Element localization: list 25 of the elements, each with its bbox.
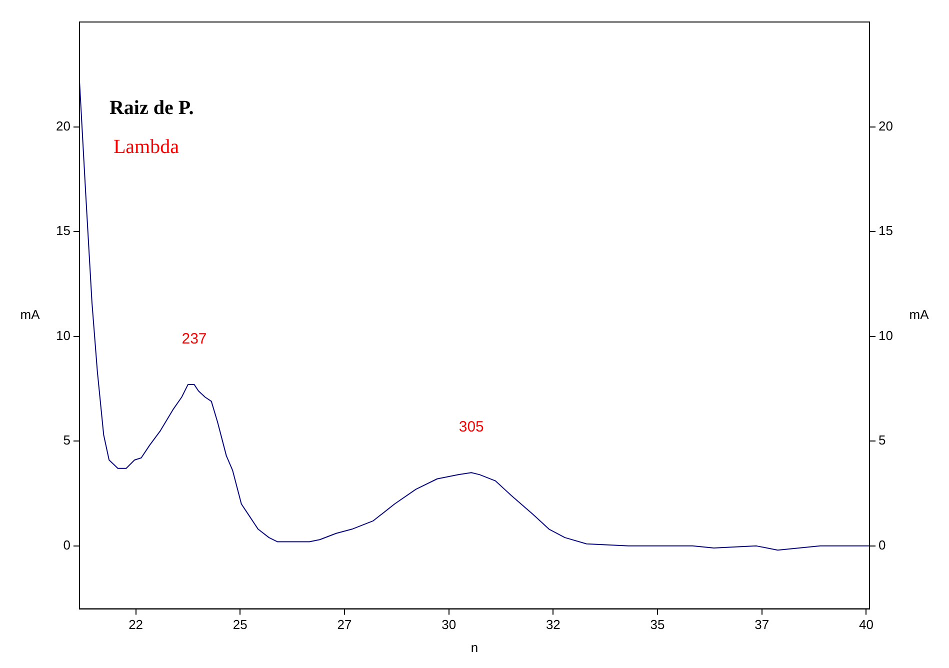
x-tick-label: 37 xyxy=(754,617,770,632)
x-tick-label: 40 xyxy=(858,617,874,632)
y2-axis-title: mA xyxy=(909,306,930,322)
y2-tick-label: 20 xyxy=(878,118,894,134)
x-tick-label: 35 xyxy=(650,617,665,632)
y2-tick-label: 10 xyxy=(878,328,894,343)
x-tick-label: 30 xyxy=(442,617,456,632)
y2-tick-label: 0 xyxy=(878,538,886,553)
x-axis-title: n xyxy=(470,640,478,655)
x-tick-label: 25 xyxy=(232,617,248,632)
x-tick-label: 22 xyxy=(128,617,144,632)
x-tick-label: 32 xyxy=(546,617,560,632)
y-tick-label: 20 xyxy=(56,118,70,134)
annotation: 237 xyxy=(182,330,207,348)
text: Raiz de P. xyxy=(109,97,194,119)
y-tick-label: 5 xyxy=(63,432,70,448)
y-axis-title: mA xyxy=(20,306,40,322)
y2-tick-label: 5 xyxy=(878,432,886,448)
x-tick-label: 27 xyxy=(337,617,352,632)
annotation: 305 xyxy=(458,418,484,436)
y-tick-label: 10 xyxy=(56,328,70,343)
text: Lambda xyxy=(113,136,180,158)
y-tick-label: 0 xyxy=(63,538,70,553)
y2-tick-label: 15 xyxy=(878,223,894,238)
y-tick-label: 15 xyxy=(56,223,70,238)
